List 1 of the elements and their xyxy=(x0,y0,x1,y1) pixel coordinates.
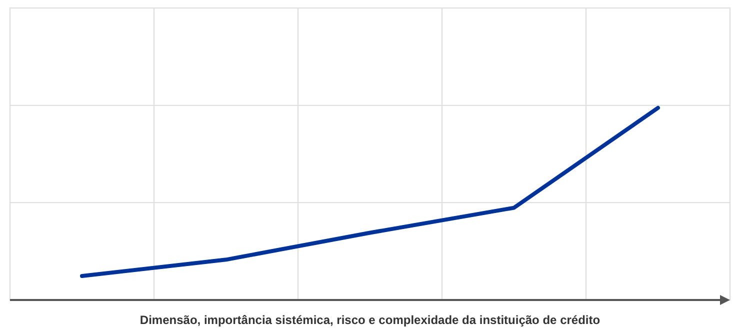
x-axis-title: Dimensão, importância sistémica, risco e complexidade da instituição de crédito xyxy=(140,313,600,327)
